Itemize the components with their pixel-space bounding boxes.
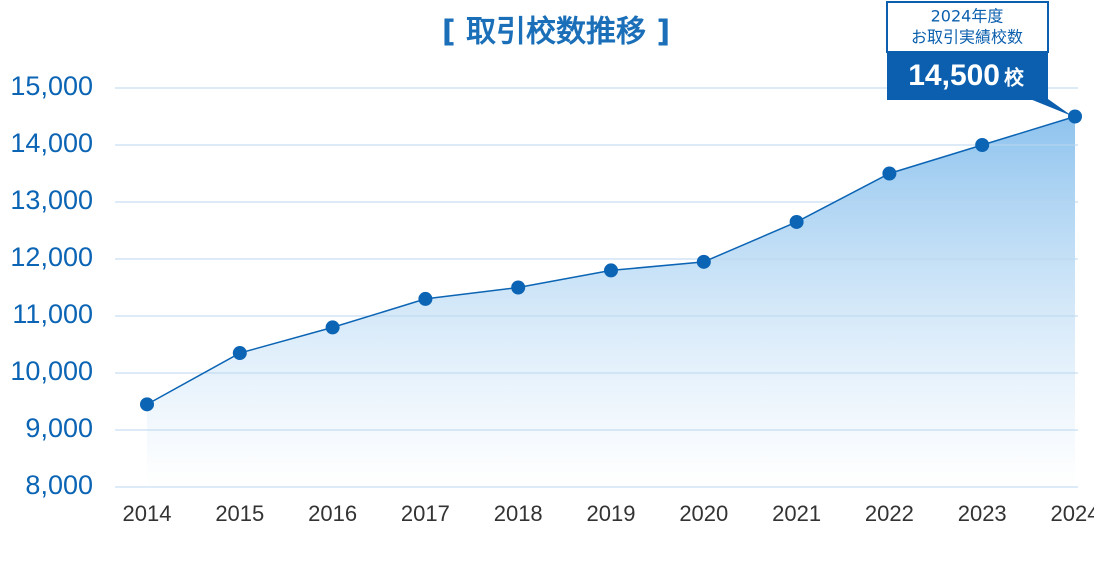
callout-box	[887, 52, 1048, 100]
point	[975, 138, 990, 152]
y-tick-label: 10,000	[10, 356, 93, 386]
point	[325, 320, 340, 335]
plot-area: 8,000 9,000 10,000 11,000 12,000 13,000 14,000…	[10, 71, 1094, 526]
callout-value: 14,500	[908, 59, 1000, 92]
y-tick-label: 13,000	[10, 185, 93, 215]
callout-frame	[886, 1, 1049, 53]
y-tick-label: 11,000	[12, 299, 93, 329]
chart-title: [ 取引校数推移 ]	[442, 15, 670, 50]
callout-pointer	[1030, 99, 1072, 116]
point	[232, 346, 247, 361]
y-tick-label: 15,000	[10, 71, 93, 101]
point	[1068, 109, 1082, 124]
y-tick-label: 14,000	[10, 128, 93, 158]
x-tick-label: 2014	[123, 501, 172, 526]
callout-heading: 2024年度	[931, 7, 1004, 26]
x-tick-label: 2023	[958, 501, 1007, 526]
point	[882, 166, 897, 181]
x-tick-label: 2020	[679, 501, 728, 526]
x-tick-label: 2021	[772, 501, 821, 526]
x-tick-label: 2019	[587, 501, 636, 526]
y-tick-label: 8,000	[25, 470, 93, 500]
point	[789, 214, 804, 229]
y-tick-label: 9,000	[25, 413, 93, 443]
point	[604, 263, 618, 278]
area	[147, 116, 1075, 487]
x-tick-label: 2017	[401, 501, 450, 526]
point	[511, 280, 526, 295]
x-tick-label: 2016	[308, 501, 357, 526]
x-tick-label: 2022	[865, 501, 914, 526]
x-tick-label: 2015	[215, 501, 264, 526]
callout-heading: お取引実績校数	[911, 28, 1023, 47]
point	[418, 291, 433, 306]
point	[140, 397, 154, 412]
point	[696, 254, 711, 269]
callout: 2024年度 お取引実績校数 14,500 校	[886, 1, 1072, 116]
x-tick-label: 2018	[494, 501, 543, 526]
callout-unit: 校	[1004, 66, 1025, 90]
y-tick-label: 12,000	[10, 242, 93, 272]
x-tick-label: 2024	[1051, 501, 1094, 526]
